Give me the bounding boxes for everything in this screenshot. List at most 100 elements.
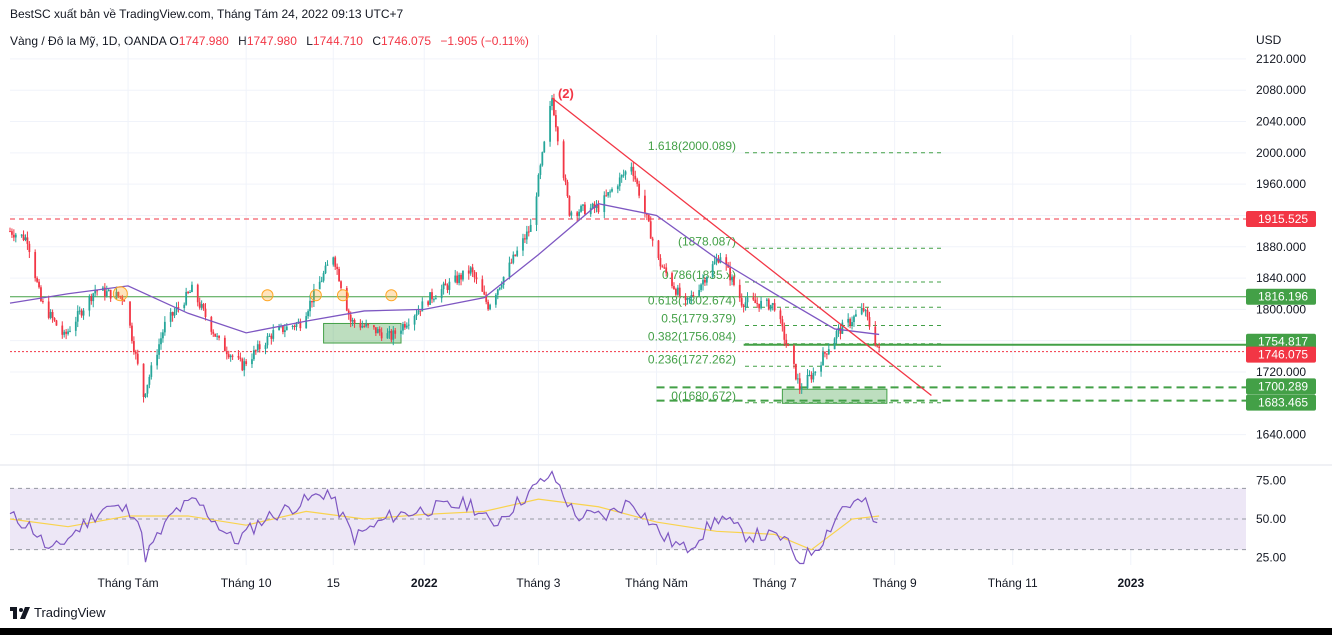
candle-body-282 <box>771 303 774 305</box>
candle-body-209 <box>576 212 579 216</box>
candle-body-159 <box>440 289 443 299</box>
candle-body-8 <box>28 243 31 253</box>
price-tag-label-1: 1816.196 <box>1258 290 1308 304</box>
marker-circle-2 <box>309 289 322 302</box>
candle-body-241 <box>661 266 664 268</box>
markers <box>112 286 398 302</box>
candle-body-277 <box>758 303 761 309</box>
candle-body-312 <box>853 316 855 323</box>
candle-body-112 <box>311 300 313 303</box>
candle-body-223 <box>611 189 613 192</box>
candle-body-213 <box>584 204 586 215</box>
candle-body-96 <box>268 335 271 337</box>
symbol-legend: Vàng / Đô la Mỹ, 1D, OANDA O1747.980 H17… <box>10 34 535 48</box>
candle-body-135 <box>374 327 377 334</box>
candle-body-97 <box>270 335 273 339</box>
candle-body-64 <box>183 304 186 309</box>
price-tag-bg-3 <box>1246 346 1316 363</box>
candle-body-301 <box>824 352 826 354</box>
candle-body-41 <box>119 296 122 298</box>
candle-body-237 <box>649 221 652 239</box>
candle-body-7 <box>26 237 29 244</box>
change-value: −1.905 (−0.11%) <box>440 34 529 48</box>
candle-body-104 <box>291 325 294 327</box>
candle-body-45 <box>131 325 133 342</box>
candle-body-49 <box>142 363 145 398</box>
candle-body-194 <box>535 196 538 225</box>
zones <box>323 322 888 404</box>
candle-body-278 <box>760 300 762 309</box>
price-tick-1: 2080.000 <box>1256 83 1306 97</box>
candle-body-182 <box>500 284 503 288</box>
candle-body-6 <box>24 237 27 241</box>
candle-body-295 <box>808 374 811 376</box>
price-tick-2: 2040.000 <box>1256 115 1306 129</box>
marker-circle-1 <box>261 289 274 302</box>
candle-body-54 <box>156 354 159 366</box>
candle-body-255 <box>700 284 702 291</box>
tradingview-logo[interactable]: TradingView <box>10 605 106 620</box>
candle-body-32 <box>94 290 97 294</box>
candle-body-75 <box>212 331 215 334</box>
candle-body-291 <box>796 378 799 380</box>
candle-body-47 <box>134 351 137 354</box>
candle-body-53 <box>150 365 153 377</box>
candle-body-262 <box>717 258 720 263</box>
candle-body-305 <box>835 330 838 339</box>
horizontal-levels[interactable] <box>10 218 1246 402</box>
trendline[interactable]: (2) <box>551 86 932 396</box>
fibonacci-retracement[interactable]: 1.618(2000.089) (1878.087) 0.786(1835.x) 0.… <box>648 139 945 404</box>
candle-body-273 <box>746 297 749 303</box>
marker-circle-3 <box>336 289 349 302</box>
candle-body-110 <box>307 311 310 317</box>
candle-body-22 <box>67 331 69 334</box>
candle-body-292 <box>798 378 801 390</box>
candle-body-231 <box>634 175 637 180</box>
candle-body-35 <box>103 287 106 297</box>
candle-body-252 <box>690 295 693 298</box>
time-tick-4: Tháng 3 <box>516 576 560 590</box>
candle-body-76 <box>214 333 217 337</box>
candle-body-304 <box>833 338 836 350</box>
candle-body-73 <box>204 308 207 317</box>
candle-body-121 <box>336 266 339 270</box>
candle-body-172 <box>473 271 476 278</box>
price-chart[interactable]: 1.618(2000.089) (1878.087) 0.786(1835.x) 0.… <box>0 0 1332 600</box>
candle-body-59 <box>169 312 172 322</box>
candle-body-61 <box>173 311 176 316</box>
rsi-tick-1: 50.00 <box>1256 512 1286 526</box>
time-tick-1: Tháng 10 <box>221 576 272 590</box>
time-tick-6: Tháng 7 <box>753 576 797 590</box>
candle-body-225 <box>618 177 621 187</box>
candle-body-276 <box>756 303 759 305</box>
zone-1 <box>781 388 888 404</box>
candle-body-220 <box>605 195 608 197</box>
candle-body-204 <box>562 141 565 178</box>
candle-body-69 <box>196 284 199 303</box>
candle-body-60 <box>171 312 174 316</box>
candle-body-125 <box>347 310 350 315</box>
price-tag-bg-2 <box>1246 333 1316 350</box>
price-tag-label-0: 1915.525 <box>1258 212 1308 226</box>
candle-body-206 <box>566 181 569 197</box>
fib-label-0: 1.618(2000.089) <box>648 139 736 153</box>
price-tag-label-4: 1700.289 <box>1258 379 1308 393</box>
candle-body-260 <box>713 261 716 265</box>
candle-body-16 <box>51 312 54 319</box>
candle-body-134 <box>373 325 375 328</box>
candle-body-171 <box>471 267 474 272</box>
candle-body-183 <box>502 276 505 285</box>
candle-body-130 <box>361 326 364 328</box>
candle-body-1 <box>11 231 13 235</box>
candle-body-119 <box>332 257 335 265</box>
candle-body-86 <box>241 358 244 371</box>
candle-body-11 <box>38 281 40 288</box>
candle-body-167 <box>460 274 462 280</box>
candle-body-15 <box>49 312 52 318</box>
candle-body-229 <box>630 166 633 172</box>
price-tick-7: 1840.000 <box>1256 271 1306 285</box>
candle-body-203 <box>556 127 559 142</box>
candle-body-111 <box>309 300 311 312</box>
candle-body-180 <box>496 289 499 295</box>
candle-body-163 <box>448 281 451 290</box>
